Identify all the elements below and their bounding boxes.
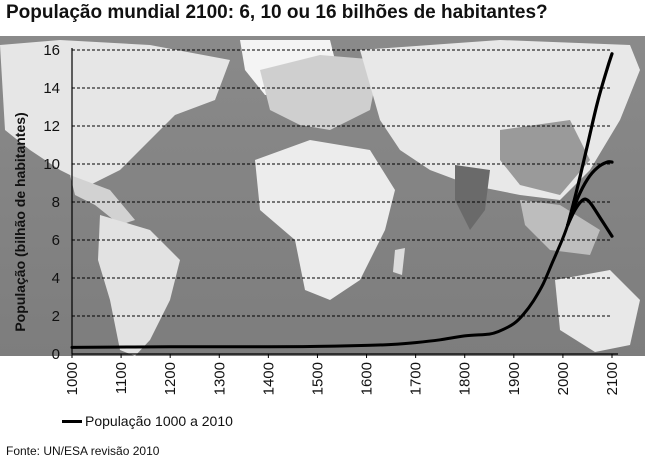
grid-lines (71, 48, 618, 358)
y-axis-label: População (bilhão de habitantes) (12, 112, 28, 331)
legend-swatch (62, 419, 82, 423)
world-map-background (0, 36, 645, 356)
y-tick-10: 10 (43, 156, 60, 173)
legend: População 1000 a 2010 (62, 413, 233, 429)
china-shape (500, 120, 590, 195)
africa-shape (255, 140, 395, 300)
source-note: Fonte: UN/ESA revisão 2010 (6, 444, 160, 458)
y-tick-16: 16 (43, 42, 60, 59)
india-shape (455, 165, 490, 230)
series-lines (70, 52, 614, 349)
madagascar-shape (393, 248, 405, 275)
europe-shape (260, 55, 380, 130)
y-tick-12: 12 (43, 118, 60, 135)
x-tick-1100: 1100 (113, 362, 130, 394)
y-tick-14: 14 (43, 80, 60, 97)
legend-label: População 1000 a 2010 (85, 413, 233, 429)
y-tick-0: 0 (52, 346, 60, 363)
x-tick-2000: 2000 (555, 362, 572, 395)
y-tick-4: 4 (52, 270, 60, 287)
x-axis-ticks: 1000 1100 1200 1300 1400 1500 1600 1700 1800 1900… (64, 362, 621, 395)
x-tick-1600: 1600 (359, 362, 376, 395)
x-tick-1400: 1400 (260, 362, 277, 395)
central-america-shape (70, 175, 135, 225)
series-line-1 (566, 52, 614, 227)
x-tick-1800: 1800 (457, 362, 474, 395)
x-tick-1900: 1900 (506, 362, 523, 395)
south-america-shape (98, 215, 180, 356)
southeast-asia-shape (520, 200, 600, 255)
y-tick-2: 2 (52, 308, 60, 325)
australia-shape (555, 270, 640, 352)
series-line-3 (566, 197, 614, 238)
y-axis-ticks: 0 2 4 6 8 10 12 14 16 (43, 42, 60, 363)
series-line-0 (70, 223, 570, 349)
series-line-2 (566, 160, 614, 227)
x-tick-1500: 1500 (309, 362, 326, 395)
x-tick-1700: 1700 (408, 362, 425, 395)
y-tick-6: 6 (52, 232, 60, 249)
chart-title: População mundial 2100: 6, 10 ou 16 bilh… (6, 2, 548, 23)
x-tick-1200: 1200 (162, 362, 179, 395)
north-america-shape (0, 40, 230, 185)
x-tick-2100: 2100 (604, 362, 621, 395)
x-tick-1000: 1000 (64, 362, 81, 395)
x-tick-1300: 1300 (211, 362, 228, 395)
y-tick-8: 8 (52, 194, 60, 211)
